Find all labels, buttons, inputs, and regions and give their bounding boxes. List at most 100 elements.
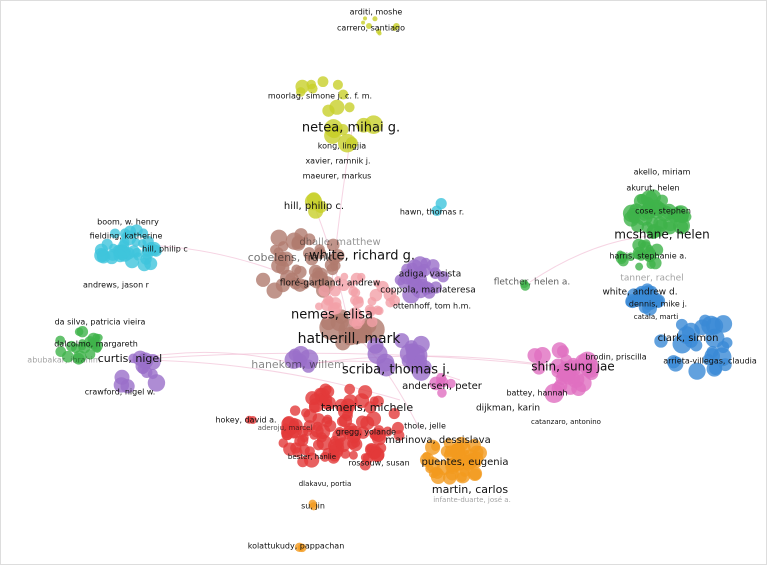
node-bubble — [446, 378, 456, 389]
node-bubble — [55, 335, 66, 346]
node-bubble — [425, 439, 441, 455]
node-label: adiga, vasista — [399, 270, 461, 280]
node-bubble — [343, 394, 358, 409]
node-bubble — [367, 344, 388, 365]
node-bubble — [128, 353, 139, 364]
node-bubble — [560, 354, 572, 366]
node-label: curtis, nigel — [98, 352, 162, 365]
node-bubble — [359, 459, 371, 471]
node-label: dhalle, matthew — [299, 237, 380, 248]
node-bubble — [309, 430, 319, 440]
node-bubble — [668, 356, 684, 372]
node-bubble — [144, 257, 158, 271]
node-bubble — [580, 358, 600, 378]
node-bubble — [321, 311, 330, 320]
node-bubble — [315, 302, 323, 311]
node-bubble — [114, 369, 130, 385]
node-label: catanzaro, antonino — [531, 418, 601, 426]
node-label: marinova, dessislava — [385, 435, 490, 446]
node-bubble — [615, 252, 627, 264]
node-bubble — [113, 249, 127, 263]
node-label: floré-gartland, andrew — [280, 278, 380, 289]
node-bubble — [688, 362, 706, 380]
node-bubble — [307, 83, 318, 94]
node-bubble — [369, 288, 383, 302]
node-bubble — [131, 247, 142, 258]
node-label: dlakavu, portia — [299, 480, 352, 488]
node-bubble — [340, 272, 349, 281]
node-bubble — [676, 220, 689, 233]
node-label: thole, jelle — [404, 422, 446, 431]
node-label: bester, hanlie — [288, 453, 336, 461]
node-bubble — [348, 450, 358, 460]
node-bubble — [321, 385, 335, 398]
node-label: cose, stephen — [635, 207, 691, 216]
edge — [529, 234, 661, 283]
node-label: coppola, mariateresa — [380, 286, 475, 296]
node-bubble — [295, 79, 310, 94]
node-bubble — [278, 438, 288, 448]
node-bubble — [109, 243, 118, 253]
node-bubble — [90, 339, 103, 352]
node-bubble — [556, 345, 569, 358]
node-label: cobelens, frank — [248, 251, 333, 264]
node-bubble — [270, 229, 288, 247]
bubbles — [55, 16, 733, 553]
edge — [129, 352, 561, 368]
node-bubble — [677, 212, 689, 224]
node-bubble — [520, 279, 529, 289]
node-label: hill, philip c. — [284, 201, 344, 212]
node-label: moorlag, simone j. c. f. m. — [268, 92, 372, 101]
node-bubble — [644, 253, 653, 262]
node-bubble — [305, 391, 320, 406]
node-bubble — [369, 428, 382, 441]
node-bubble — [637, 239, 647, 249]
node-bubble — [294, 228, 308, 242]
node-bubble — [635, 262, 644, 271]
node-bubble — [62, 350, 74, 363]
node-bubble — [300, 433, 309, 443]
node-bubble — [289, 428, 299, 438]
node-bubble — [694, 319, 710, 336]
node-bubble — [372, 16, 378, 22]
node-label: hanekom, willem — [251, 358, 345, 371]
node-bubble — [672, 334, 692, 354]
edge — [299, 355, 561, 368]
node-label: nemes, elisa — [291, 308, 373, 323]
node-label: white, richard g. — [309, 249, 415, 264]
node-bubble — [405, 343, 420, 358]
node-label: rossouw, susan — [348, 459, 409, 468]
node-bubble — [401, 263, 413, 275]
node-bubble — [350, 287, 361, 298]
node-label: su, jin — [301, 502, 325, 511]
node-bubble — [74, 327, 84, 336]
node-bubble — [327, 124, 341, 139]
node-bubble — [373, 279, 381, 287]
node-label: hill, philip c — [142, 245, 188, 254]
node-label: maeurer, markus — [303, 172, 372, 181]
node-label: aderoju, marcel — [258, 424, 313, 432]
node-label: clark, simon — [658, 333, 719, 344]
node-label: xavier, ramnik j. — [305, 157, 370, 166]
node-bubble — [393, 22, 400, 30]
node-label: arrieta-villegas, claudia — [663, 357, 757, 366]
node-bubble — [394, 274, 406, 286]
node-label: catala, marti — [634, 313, 679, 321]
node-label: scriba, thomas j. — [342, 363, 450, 378]
node-bubble — [346, 429, 361, 444]
node-bubble — [633, 193, 649, 209]
node-bubble — [366, 316, 378, 328]
node-label: netea, mihai g. — [302, 121, 400, 136]
node-bubble — [338, 89, 349, 100]
node-label: akurut, helen — [626, 184, 679, 193]
node-label: hawn, thomas r. — [400, 208, 464, 217]
node-bubble — [625, 294, 640, 309]
node-bubble — [646, 259, 656, 269]
node-bubble — [309, 502, 318, 511]
node-label: puentes, eugenia — [421, 457, 508, 468]
node-bubble — [374, 307, 383, 315]
node-bubble — [364, 115, 383, 134]
node-bubble — [360, 453, 370, 462]
node-label: dennis, mike j. — [629, 300, 687, 309]
node-bubble — [284, 350, 304, 369]
